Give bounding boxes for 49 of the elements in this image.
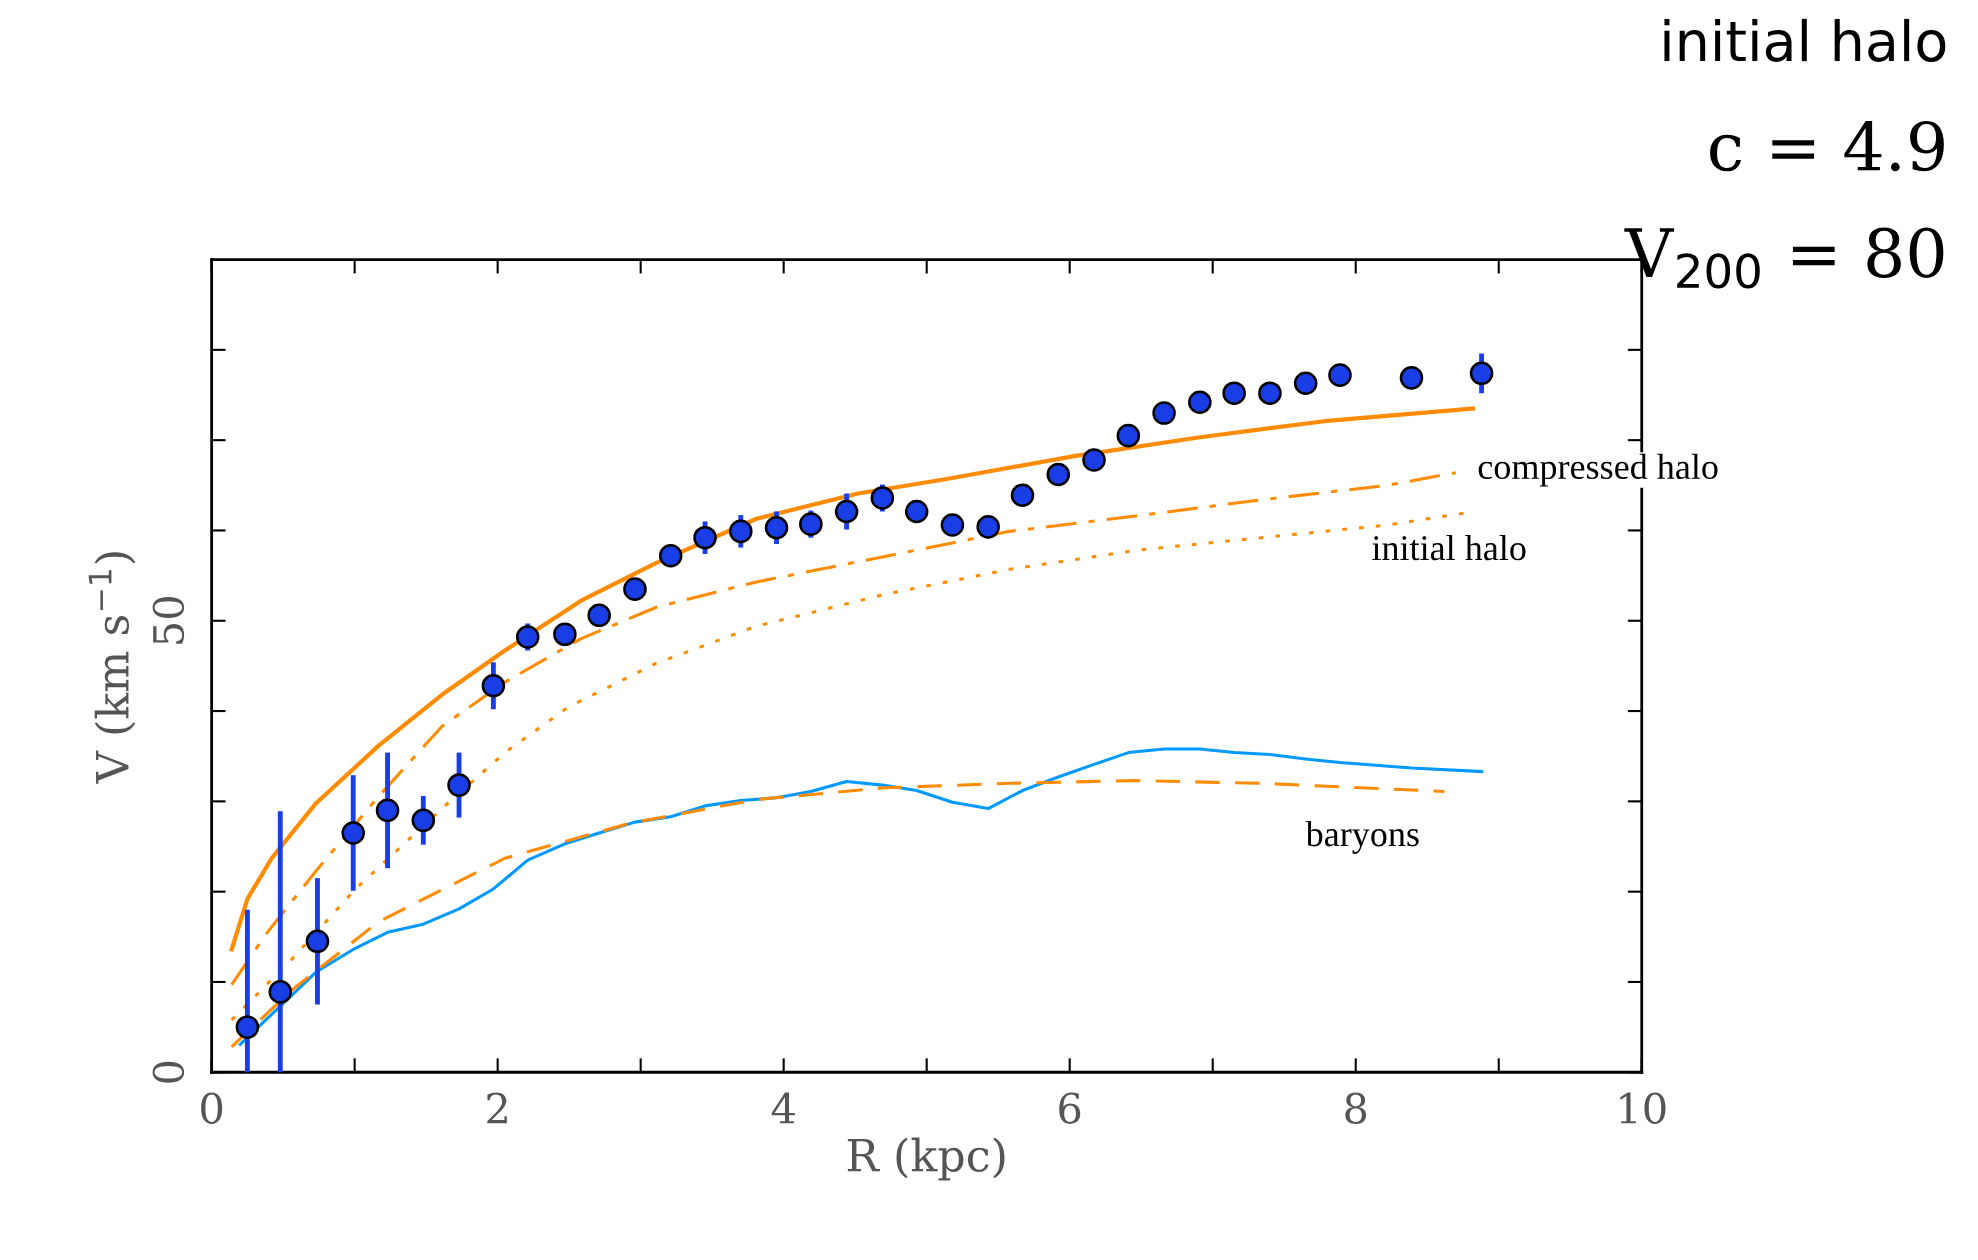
point [658,543,683,568]
point [235,1015,260,1039]
point [764,515,789,540]
annotation: initial halo [1372,534,1526,561]
point [553,622,577,647]
x-tick-label: 10 [1620,1092,1666,1124]
annotation: compressed halo [1478,453,1718,487]
x-tick-label: 6 [1059,1092,1081,1124]
point [447,773,471,797]
point [1152,401,1176,425]
point [411,808,436,833]
x-tick-label: 8 [1345,1092,1367,1124]
point [1469,361,1494,386]
point [729,519,753,544]
point [834,499,859,524]
point [940,513,965,537]
y-axis-title: V (km s$^{−1}$) [88,552,136,784]
x-tick-label: 0 [201,1092,223,1124]
x-tick-label: 2 [487,1092,507,1124]
point [341,821,366,845]
point [1188,390,1212,415]
point [587,603,611,628]
annotation: V$_{200}$ = 80 [1624,227,1944,289]
annotation: baryons [1305,820,1419,854]
point [1293,371,1318,396]
point [268,980,293,1004]
point [976,515,1000,539]
x-axis-title: R (kpc) [847,1137,1005,1181]
point [305,929,330,954]
point [1399,366,1424,390]
y-tick-label: 50 [152,597,185,644]
point [375,798,400,823]
point [1116,423,1141,448]
point [799,512,823,536]
point [623,577,647,601]
point [515,625,540,649]
point [870,486,895,510]
point [1328,363,1352,387]
point [904,499,929,524]
point [693,525,717,550]
point [1010,483,1035,508]
point [1222,381,1246,405]
x-tick-label: 4 [771,1092,795,1124]
point [1082,448,1106,472]
text: c = 4.9 [1710,120,1944,172]
text: initial halo [1664,18,1946,62]
point [1258,381,1282,405]
point [1046,462,1071,487]
point [481,673,506,698]
